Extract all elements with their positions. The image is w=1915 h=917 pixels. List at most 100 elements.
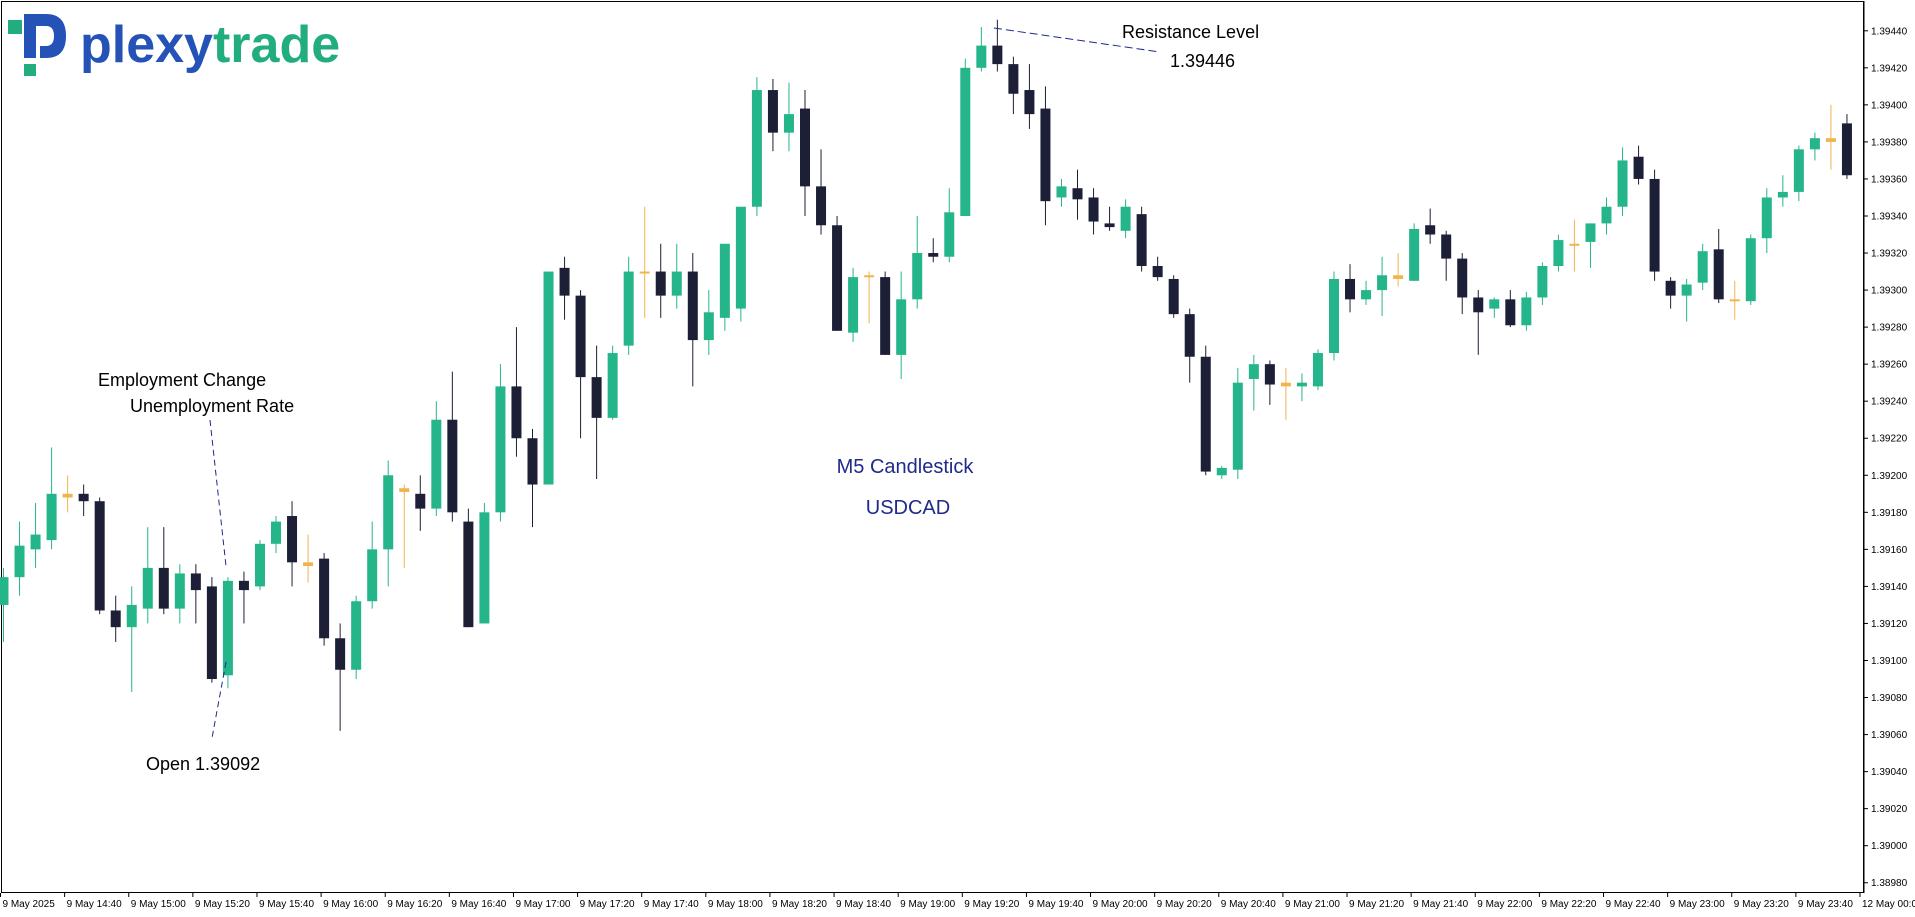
candle-body — [1634, 157, 1644, 179]
y-tick-label: 1.39280 — [1871, 323, 1908, 334]
candle-body — [1217, 468, 1227, 475]
candle-body — [511, 386, 521, 438]
candle-body — [976, 46, 986, 68]
candle-body — [431, 420, 441, 509]
x-tick-label: 9 May 21:00 — [1285, 899, 1340, 910]
y-tick-label: 1.39320 — [1871, 249, 1908, 260]
candle-body — [223, 581, 233, 675]
candle-body — [1602, 207, 1612, 224]
candle-body — [1714, 249, 1724, 299]
candle-body — [1233, 383, 1243, 470]
x-tick-label: 9 May 23:40 — [1798, 899, 1853, 910]
candle-body — [1329, 279, 1339, 353]
y-tick-label: 1.39060 — [1871, 730, 1908, 741]
candle — [319, 553, 329, 646]
candle-body — [159, 568, 169, 609]
candle-body — [576, 296, 586, 377]
x-tick-label: 9 May 2025 — [3, 899, 56, 910]
candle-body — [640, 272, 650, 274]
candle-body — [832, 225, 842, 331]
candle — [608, 346, 618, 420]
x-tick-label: 9 May 20:20 — [1157, 899, 1212, 910]
candle-body — [1409, 229, 1419, 281]
candle — [1169, 275, 1179, 318]
candle — [1233, 368, 1243, 479]
candle-body — [1826, 138, 1836, 142]
candle-body — [1073, 188, 1083, 199]
candle-body — [720, 244, 730, 318]
candle-body — [47, 494, 57, 540]
candle — [880, 272, 890, 355]
candle-body — [1297, 383, 1307, 387]
candle — [1842, 114, 1852, 179]
chart-frame — [2, 2, 1864, 893]
candle — [1137, 207, 1147, 272]
x-tick-label: 9 May 22:40 — [1606, 899, 1661, 910]
candle-body — [1377, 275, 1387, 290]
candle-body — [1265, 364, 1275, 384]
candle-body — [495, 386, 505, 512]
candle-body — [143, 568, 153, 609]
x-tick-label: 9 May 17:20 — [580, 899, 635, 910]
x-tick-label: 9 May 18:40 — [836, 899, 891, 910]
y-tick-label: 1.39040 — [1871, 767, 1908, 778]
candle — [351, 596, 361, 679]
candle-body — [79, 494, 89, 501]
x-tick-label: 9 May 17:00 — [515, 899, 570, 910]
candle-body — [1762, 197, 1772, 238]
candle-body — [63, 494, 73, 498]
candle-body — [1521, 297, 1531, 325]
candle-body — [672, 272, 682, 296]
candle-body — [864, 275, 874, 277]
timeframe-label: M5 Candlestick — [837, 456, 975, 478]
x-tick-label: 9 May 15:40 — [259, 899, 314, 910]
candle-body — [880, 277, 890, 355]
candle — [1201, 346, 1211, 476]
candle-body — [1489, 299, 1499, 308]
candle-body — [1249, 364, 1259, 379]
candle — [255, 540, 265, 590]
candle-body — [928, 253, 938, 257]
candle-body — [319, 559, 329, 639]
y-tick-label: 1.39340 — [1871, 211, 1908, 222]
candle-body — [1650, 179, 1660, 272]
x-tick-label: 9 May 16:40 — [451, 899, 506, 910]
y-tick-label: 1.39220 — [1871, 434, 1908, 445]
candle-body — [303, 562, 313, 566]
candle-body — [704, 312, 714, 340]
candle-body — [1842, 123, 1852, 175]
candle-body — [15, 546, 25, 577]
x-tick-label: 9 May 19:40 — [1028, 899, 1083, 910]
candle-body — [1810, 138, 1820, 149]
candle-body — [255, 544, 265, 587]
candle-body — [1393, 275, 1403, 279]
x-tick-label: 9 May 22:00 — [1477, 899, 1532, 910]
candle-body — [1746, 238, 1756, 301]
x-tick-label: 9 May 19:20 — [964, 899, 1019, 910]
candle-body — [527, 438, 537, 484]
x-tick-label: 12 May 00:00 — [1862, 899, 1915, 910]
x-tick-label: 9 May 23:00 — [1670, 899, 1725, 910]
candle-body — [1361, 290, 1371, 299]
x-tick-label: 9 May 20:40 — [1221, 899, 1276, 910]
y-tick-label: 1.39300 — [1871, 286, 1908, 297]
x-tick-label: 9 May 18:00 — [708, 899, 763, 910]
candle-body — [1185, 314, 1195, 357]
x-tick-label: 9 May 16:00 — [323, 899, 378, 910]
candle-body — [287, 516, 297, 562]
candle-body — [1105, 223, 1115, 227]
y-tick-label: 1.39240 — [1871, 397, 1908, 408]
candle-body — [784, 114, 794, 133]
y-tick-label: 1.39000 — [1871, 841, 1908, 852]
svg-text:plexytrade: plexytrade — [80, 16, 340, 74]
candle-body — [1553, 240, 1563, 266]
candle-body — [1457, 259, 1467, 298]
candle-body — [1730, 299, 1740, 301]
candle-body — [415, 494, 425, 509]
candle-body — [447, 420, 457, 513]
candle-body — [1121, 207, 1131, 231]
candle-body — [1201, 357, 1211, 472]
candle — [960, 59, 970, 216]
x-tick-label: 9 May 14:40 — [67, 899, 122, 910]
